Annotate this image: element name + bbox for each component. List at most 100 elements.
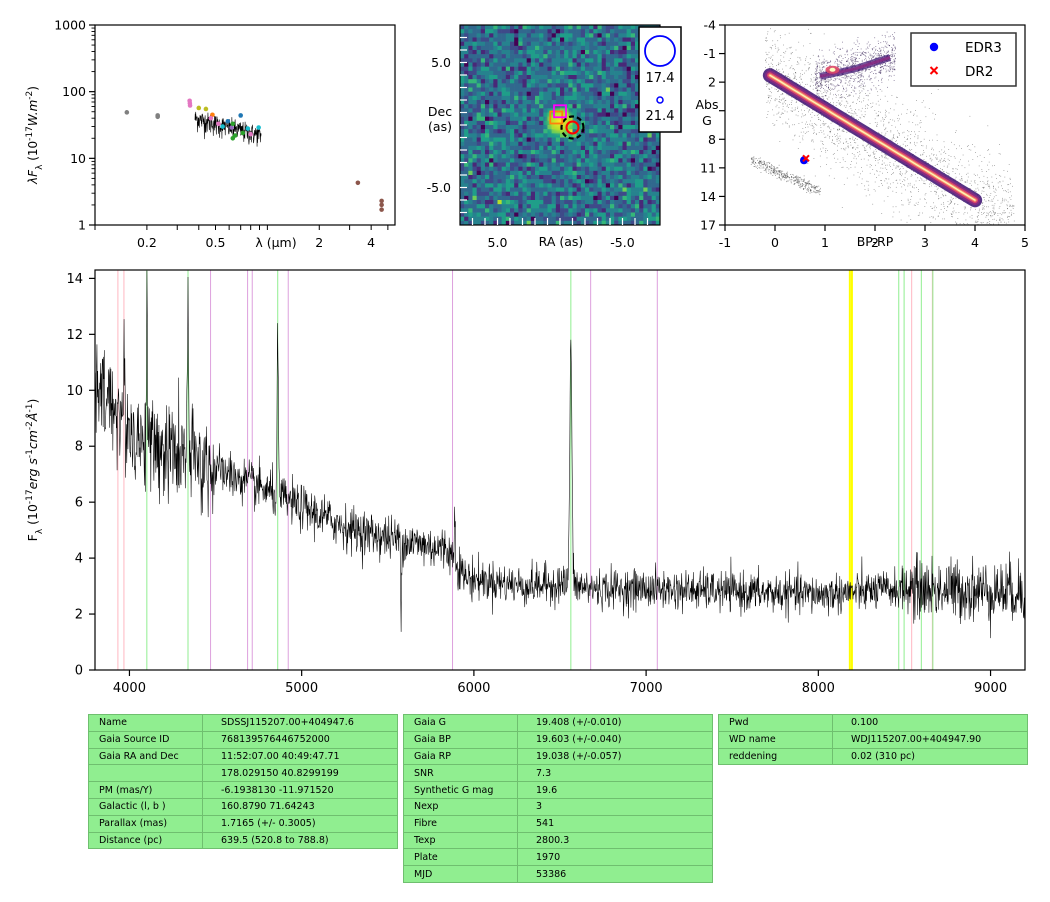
info-table-row: SNR 7.3 (403, 764, 713, 783)
hr-point-dr2 (802, 154, 810, 163)
info-table-key: Fibre (403, 814, 518, 833)
info-table-value: 541 (517, 814, 713, 833)
info-table-row: Gaia BP 19.603 (+/-0.040) (403, 730, 713, 749)
hr-y-tick-label: 11 (700, 160, 716, 175)
legend-bright-mag-label: 17.4 (646, 71, 675, 86)
hr-y-axis-label: Abs G (696, 97, 719, 128)
spectrum-x-tick-label: 9000 (974, 681, 1007, 696)
info-table-identification: Name SDSSJ115207.00+404947.6 Gaia Source I… (88, 714, 398, 850)
sed-point (208, 115, 214, 121)
info-table-row: WD name WDJ115207.00+404947.90 (718, 730, 1028, 749)
info-table-key: Plate (403, 848, 518, 867)
info-table-key: Pwd (718, 714, 833, 732)
info-table-key: Gaia BP (403, 730, 518, 749)
info-table-value: WDJ115207.00+404947.90 (832, 730, 1028, 749)
legend-dr2-marker (929, 66, 939, 75)
sed-point (225, 118, 231, 124)
info-table-value: 11:52:07.00 40:49:47.71 (202, 747, 398, 766)
hr-y-tick-label: -4 (704, 18, 717, 33)
info-table-value: 2800.3 (517, 831, 713, 850)
info-table-wd-properties: Pwd 0.100 WD name WDJ115207.00+404947.90 red… (718, 714, 1028, 766)
spectrum-x-tick-label: 5000 (285, 681, 318, 696)
sed-y-tick-label: 1000 (54, 18, 86, 33)
spectrum-y-tick-label: 2 (75, 608, 83, 623)
legend-edr3-marker (929, 42, 939, 52)
sed-y-axis-label: λFλ (10-17W.m-2) (25, 86, 45, 185)
spectrum-y-axis-label: Fλ (10-17erg s-1cm-2Å-1) (25, 399, 45, 542)
info-table-value: 160.8790 71.64243 (202, 797, 398, 816)
sed-panel: 1 10 100 1000 0.2 0.5 2 4 λ (μm) λFλ (10-17W.m-… (25, 18, 396, 250)
sed-point (248, 131, 253, 137)
info-table-value: 1970 (517, 848, 713, 867)
info-table-key: Gaia G (403, 714, 518, 732)
sed-point (379, 198, 384, 204)
spectrum-x-tick-label: 7000 (630, 681, 663, 696)
spectrum-flux-line (95, 270, 1025, 639)
info-table-key: Parallax (mas) (88, 814, 203, 833)
info-table-key: MJD (403, 865, 518, 883)
info-table-key (88, 764, 203, 783)
info-table-value: 3 (517, 797, 713, 816)
sed-y-tick-label: 100 (62, 84, 86, 99)
hr-x-axis-label: BP-RP (857, 234, 894, 249)
spectrum-y-tick-label: 14 (66, 272, 83, 287)
sed-point (216, 121, 221, 127)
info-table-row: Fibre 541 (403, 814, 713, 833)
hr-x-tick-label: 2 (871, 235, 879, 250)
info-table-value: 19.603 (+/-0.040) (517, 730, 713, 749)
hr-x-tick-label: 3 (921, 235, 929, 250)
info-table-value: 19.6 (517, 781, 713, 799)
hr-y-tick-label: 14 (700, 189, 716, 204)
sed-point (238, 113, 243, 118)
legend-small-circle (656, 96, 664, 104)
info-table-row: PM (mas/Y) -6.1938130 -11.971520 (88, 781, 398, 799)
hr-diagram-panel: -1 0 1 2 3 4 5 -4 -1 2 8 11 14 17 BP-RP Abs G EDR3 DR2 (696, 18, 1029, 251)
legend-faint-mag-label: 21.4 (646, 109, 675, 124)
info-table-value: 768139576446752000 (202, 730, 398, 749)
info-table-key: Gaia Source ID (88, 730, 203, 749)
info-table-row: Synthetic G mag 19.6 (403, 781, 713, 799)
source-mark-square (553, 104, 567, 119)
info-table-value: -6.1938130 -11.971520 (202, 781, 398, 799)
hr-x-tick-label: 1 (821, 235, 829, 250)
hr-y-tick-label: -1 (704, 46, 716, 61)
spectrum-x-tick-label: 6000 (457, 681, 490, 696)
image-y-axis-label: Dec (as) (428, 104, 452, 134)
spectrum-y-tick-label: 8 (75, 440, 83, 455)
info-table-row: Parallax (mas) 1.7165 (+/- 0.3005) (88, 814, 398, 833)
info-table-key: PM (mas/Y) (88, 781, 203, 799)
sed-point (155, 113, 160, 118)
image-x-tick-label: -5.0 (610, 235, 634, 250)
image-y-tick-label: -5.0 (427, 180, 451, 195)
spectrum-y-tick-label: 6 (75, 496, 83, 511)
sed-point (229, 125, 234, 130)
sed-point (240, 130, 246, 136)
hr-x-tick-label: 0 (771, 235, 779, 250)
info-table-key: SNR (403, 764, 518, 783)
info-table-value: 7.3 (517, 764, 713, 783)
sed-point (355, 180, 361, 186)
info-table-row: Gaia Source ID 768139576446752000 (88, 730, 398, 749)
info-table-value: 639.5 (520.8 to 788.8) (202, 831, 398, 850)
hr-x-tick-label: 5 (1021, 235, 1029, 250)
sed-point (230, 121, 236, 127)
info-table-row: Nexp 3 (403, 797, 713, 816)
spectrum-y-tick-label: 4 (75, 552, 83, 567)
sed-y-tick-label: 1 (78, 218, 86, 233)
info-table-row: Name SDSSJ115207.00+404947.6 (88, 714, 398, 732)
hr-y-tick-label: 8 (708, 132, 716, 147)
info-table-row: Gaia RA and Dec 11:52:07.00 40:49:47.71 (88, 747, 398, 766)
info-table-row: Gaia RP 19.038 (+/-0.057) (403, 747, 713, 766)
sed-y-tick-label: 10 (70, 151, 86, 166)
info-table-value: 1.7165 (+/- 0.3005) (202, 814, 398, 833)
info-table-key: Gaia RA and Dec (88, 747, 203, 766)
info-table-key: Nexp (403, 797, 518, 816)
info-table-value: 53386 (517, 865, 713, 883)
spectrum-y-tick-label: 12 (66, 328, 83, 343)
hr-y-tick-label: 2 (708, 75, 716, 90)
spectrum-y-tick-label: 0 (75, 664, 83, 679)
sed-point (196, 105, 202, 111)
source-mark-circle (565, 120, 580, 135)
info-table-key: Texp (403, 831, 518, 850)
